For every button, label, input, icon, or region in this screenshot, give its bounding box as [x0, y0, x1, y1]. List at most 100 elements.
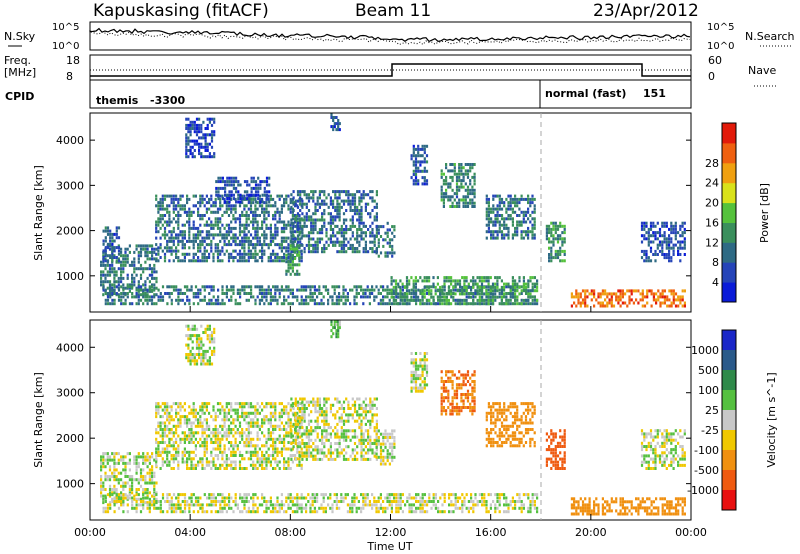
data-cell — [492, 220, 495, 224]
data-cell — [175, 233, 178, 237]
noise-search-trace — [89, 31, 691, 46]
data-cell — [212, 201, 215, 205]
data-cell — [307, 240, 311, 244]
data-cell — [466, 172, 470, 176]
data-cell — [447, 169, 450, 173]
data-cell — [425, 279, 428, 283]
data-cell — [301, 212, 304, 216]
data-cell — [287, 421, 290, 425]
data-cell — [153, 475, 156, 478]
data-cell — [366, 288, 369, 292]
data-cell — [419, 154, 422, 158]
data-cell — [155, 481, 158, 485]
data-cell — [194, 252, 197, 256]
data-cell — [203, 295, 206, 299]
data-cell — [287, 249, 290, 253]
data-cell — [635, 289, 638, 293]
data-cell — [443, 295, 446, 299]
data-cell — [516, 220, 519, 224]
data-cell — [272, 285, 275, 289]
data-cell — [311, 285, 314, 289]
data-cell — [514, 233, 517, 237]
data-cell — [263, 193, 266, 197]
data-cell — [146, 295, 149, 299]
data-cell — [148, 250, 151, 254]
data-cell — [305, 285, 308, 289]
data-cell — [464, 198, 467, 202]
data-cell — [265, 441, 268, 444]
data-cell — [122, 461, 125, 465]
data-cell — [349, 193, 352, 197]
data-cell — [157, 207, 160, 211]
data-cell — [303, 218, 306, 222]
data-cell — [362, 247, 365, 250]
data-cell — [186, 239, 189, 243]
data-cell — [327, 237, 330, 241]
data-cell — [120, 270, 123, 274]
data-cell — [102, 488, 105, 491]
data-cell — [232, 214, 235, 217]
data-cell — [247, 256, 250, 259]
data-cell — [192, 194, 195, 198]
data-cell — [410, 157, 413, 161]
data-cell — [104, 298, 107, 302]
data-cell — [201, 194, 204, 198]
data-cell — [291, 266, 294, 270]
data-cell — [254, 207, 257, 211]
data-cell — [236, 252, 239, 256]
data-cell — [509, 285, 512, 289]
data-cell — [263, 454, 266, 457]
data-cell — [683, 237, 686, 241]
data-cell — [483, 292, 486, 296]
data-cell — [390, 302, 393, 306]
data-cell — [205, 434, 208, 438]
data-cell — [214, 467, 217, 470]
data-cell — [265, 292, 268, 295]
data-cell — [283, 252, 286, 256]
data-cell — [157, 411, 160, 415]
data-cell — [296, 212, 300, 216]
data-cell — [144, 458, 147, 462]
data-cell — [300, 447, 303, 451]
data-cell — [606, 295, 609, 299]
data-cell — [170, 428, 173, 431]
data-cell — [561, 240, 564, 244]
data-cell — [272, 457, 275, 461]
data-cell — [256, 434, 259, 438]
data-cell — [168, 463, 171, 467]
data-cell — [298, 421, 301, 425]
data-cell — [122, 488, 125, 491]
data-cell — [485, 298, 488, 302]
data-cell — [316, 209, 319, 212]
data-cell — [216, 249, 220, 253]
data-cell — [464, 163, 467, 166]
data-cell — [234, 243, 237, 247]
data-cell — [236, 402, 239, 406]
data-cell — [522, 282, 525, 286]
data-cell — [210, 197, 213, 201]
colorbar-tick-label: 12 — [705, 236, 719, 249]
data-cell — [276, 463, 279, 467]
data-cell — [303, 442, 306, 445]
data-cell — [230, 285, 233, 289]
data-cell — [425, 182, 429, 186]
data-cell — [151, 276, 154, 280]
data-cell — [175, 204, 178, 208]
data-cell — [272, 197, 275, 201]
data-cell — [670, 227, 673, 231]
data-cell — [243, 418, 246, 422]
data-cell — [113, 273, 116, 277]
data-cell — [120, 292, 123, 295]
data-cell — [126, 257, 129, 261]
data-cell — [375, 285, 378, 289]
data-cell — [276, 210, 279, 214]
data-cell — [241, 411, 244, 415]
data-cell — [177, 402, 180, 406]
data-cell — [183, 454, 186, 457]
data-cell — [269, 434, 272, 438]
data-cell — [321, 224, 324, 228]
data-cell — [307, 234, 311, 238]
data-cell — [280, 437, 283, 441]
data-cell — [247, 252, 250, 256]
data-cell — [278, 256, 281, 259]
